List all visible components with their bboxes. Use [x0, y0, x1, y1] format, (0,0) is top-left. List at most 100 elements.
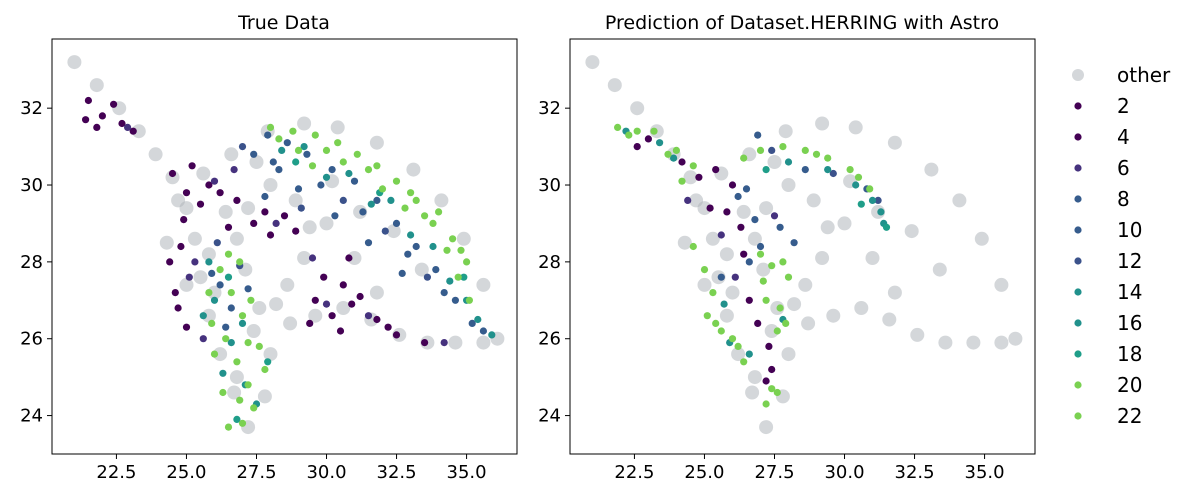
point-20-8: [801, 146, 809, 154]
point-20-29: [236, 258, 244, 266]
point-other-55: [837, 216, 852, 231]
point-6-3: [770, 212, 779, 220]
point-other-21: [820, 220, 835, 235]
point-other-26: [308, 308, 323, 323]
point-14-4: [868, 196, 877, 204]
point-20-9: [443, 246, 451, 254]
point-other-16: [756, 262, 771, 277]
series-10: [208, 150, 487, 335]
point-22-5: [457, 246, 465, 254]
point-other-23: [280, 277, 295, 292]
point-22-13: [224, 423, 233, 431]
point-20-25: [238, 419, 247, 427]
point-20-7: [412, 196, 420, 204]
point-22-3: [407, 189, 415, 197]
point-14-2: [367, 200, 375, 208]
point-other-44: [689, 193, 704, 208]
y-tick-label: 32: [20, 98, 43, 119]
point-other-53: [414, 262, 429, 277]
point-20-14: [703, 312, 711, 320]
point-12-2: [381, 227, 389, 235]
point-2-13: [328, 312, 336, 320]
point-20-3: [334, 139, 342, 147]
point-6-3: [191, 258, 199, 266]
point-20-1: [289, 127, 297, 135]
point-14-6: [488, 331, 496, 339]
point-other-32: [994, 335, 1009, 350]
point-8-16: [216, 281, 224, 289]
point-6-0: [124, 123, 132, 131]
series-6: [124, 123, 448, 347]
point-20-18: [216, 266, 224, 274]
point-20-25: [762, 400, 770, 408]
point-4-6: [174, 304, 182, 312]
point-other-49: [249, 155, 264, 169]
point-other-48: [218, 204, 233, 219]
point-20-3: [672, 146, 681, 154]
point-20-12: [294, 146, 303, 154]
point-2-3: [728, 181, 737, 189]
point-8-1: [283, 139, 291, 147]
point-other-10: [731, 347, 746, 362]
point-14-3: [407, 231, 415, 239]
point-4-2: [188, 162, 196, 170]
point-10-6: [479, 327, 487, 335]
point-other-18: [241, 201, 256, 216]
point-other-17: [747, 231, 762, 246]
legend-marker-14: [1074, 288, 1082, 296]
point-2-0: [84, 96, 92, 105]
point-2-10: [171, 289, 179, 297]
series-other: [67, 55, 505, 435]
point-other-14: [781, 347, 796, 362]
point-2-3: [129, 127, 137, 135]
point-other-13: [257, 389, 272, 404]
point-20-14: [378, 185, 387, 193]
point-22-7: [728, 335, 737, 343]
point-10-0: [250, 150, 258, 158]
point-4-1: [695, 173, 703, 181]
legend-marker-6: [1074, 164, 1082, 172]
point-other-38: [369, 135, 384, 150]
point-20-16: [449, 235, 457, 243]
point-8-0: [264, 131, 272, 139]
point-2-12: [311, 296, 319, 304]
point-other-20: [288, 193, 303, 208]
point-other-34: [994, 277, 1009, 292]
point-2-4: [706, 204, 714, 212]
point-other-34: [476, 277, 491, 292]
point-20-2: [650, 127, 658, 135]
point-16-0: [300, 143, 308, 151]
point-22-12: [261, 365, 269, 374]
point-10-7: [261, 192, 269, 201]
point-22-2: [364, 166, 373, 174]
point-20-22: [776, 304, 784, 312]
point-6-10: [199, 335, 207, 343]
legend-label-14: 14: [1117, 280, 1142, 304]
point-other-12: [759, 420, 774, 435]
point-4-3: [205, 181, 213, 189]
series-8: [717, 192, 798, 281]
point-other-47: [201, 247, 216, 262]
prediction-title: Prediction of Dataset.HERRING with Astro: [605, 12, 999, 34]
point-20-4: [689, 162, 697, 170]
point-20-28: [205, 289, 213, 297]
point-20-24: [250, 404, 258, 412]
point-4-0: [82, 116, 90, 124]
point-other-31: [966, 335, 981, 350]
point-2-19: [224, 223, 233, 231]
point-22-14: [244, 339, 252, 347]
point-2-8: [216, 189, 224, 197]
point-4-4: [754, 319, 762, 327]
point-22-1: [664, 150, 672, 158]
point-other-31: [448, 335, 463, 350]
point-20-0: [614, 123, 622, 131]
point-2-6: [182, 189, 191, 197]
point-22-6: [712, 319, 720, 327]
point-2-5: [737, 223, 745, 231]
point-6-9: [308, 254, 317, 262]
point-other-30: [938, 335, 953, 350]
point-12-1: [829, 169, 837, 178]
point-8-1: [751, 216, 759, 224]
point-other-48: [736, 204, 751, 219]
point-14-7: [745, 350, 753, 358]
